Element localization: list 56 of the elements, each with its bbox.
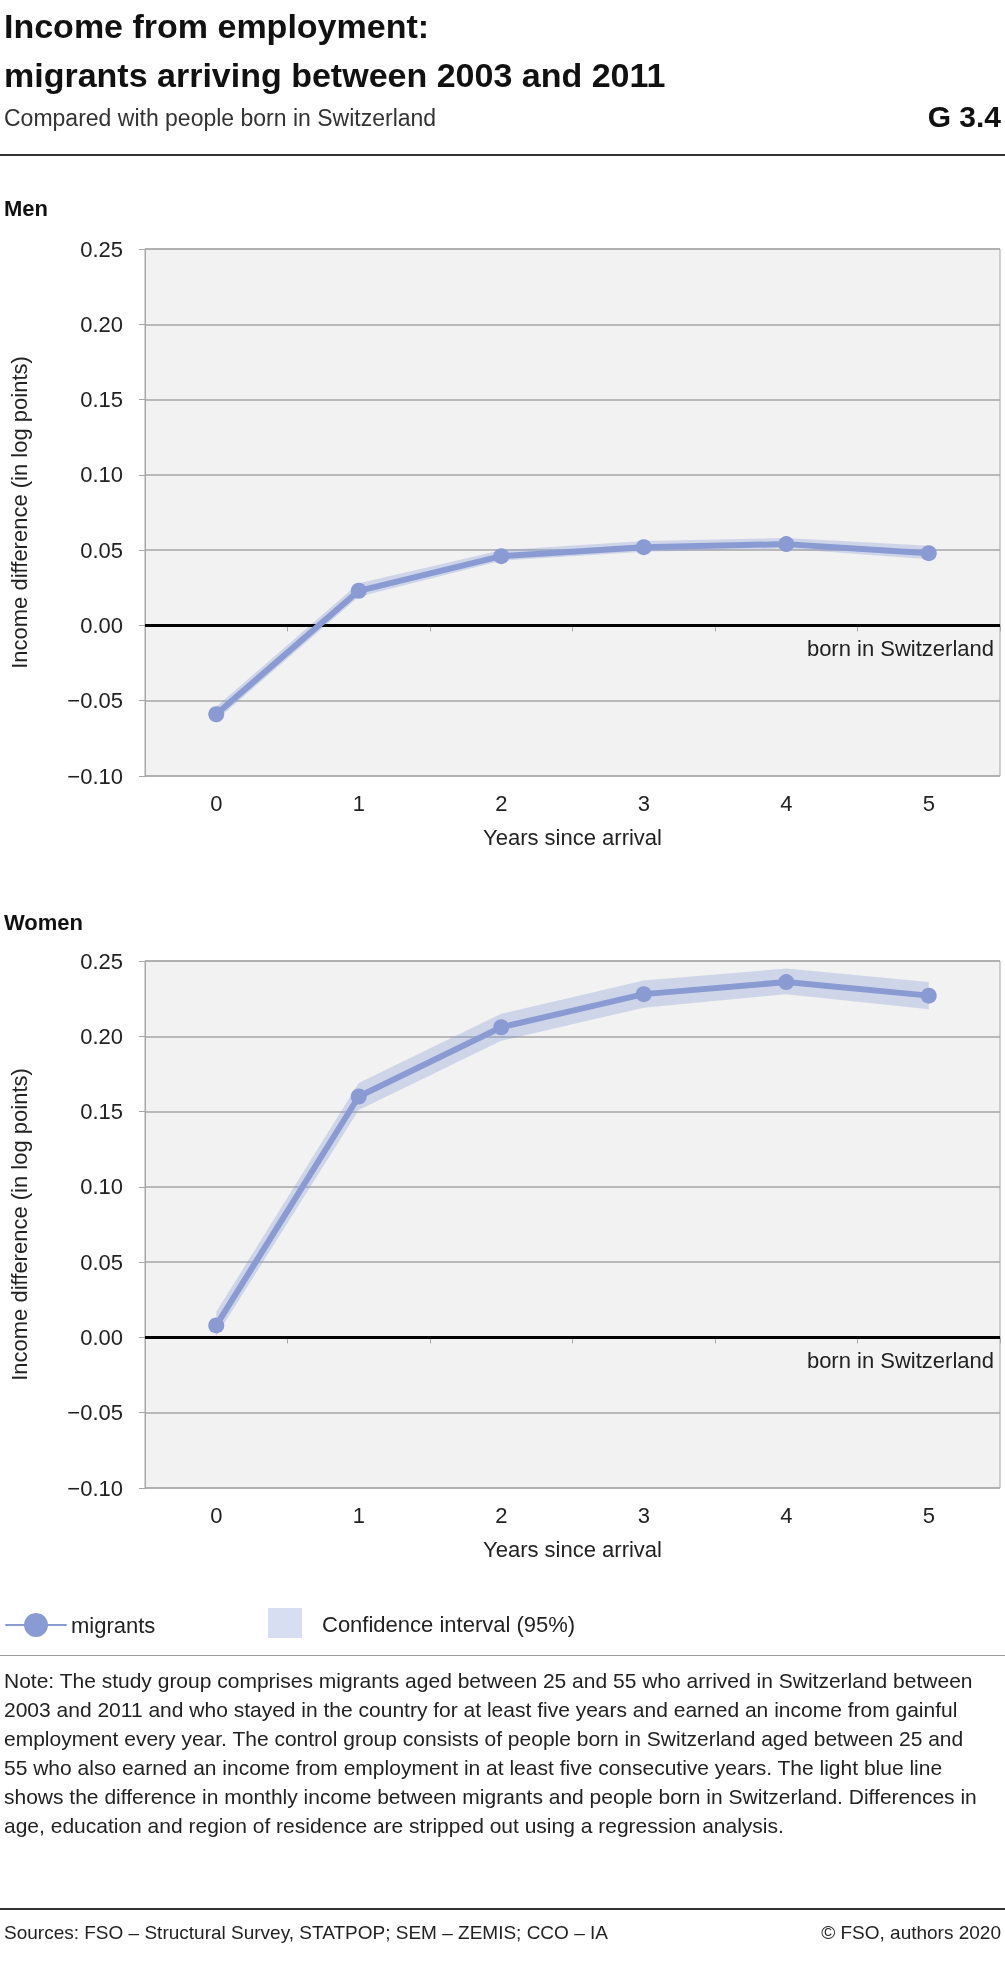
point [208,706,225,723]
x-tick-label: 2 [495,790,508,816]
y-tick-label: 0.10 [80,462,123,488]
point [778,536,795,553]
x-tick-label: 4 [780,790,793,816]
text: Note: The study group comprises migrants aged between 25 and 55 who arrived in Switzerland between 2003 and 2011 and who stayed in the country for at least five years and earned an income from gainful employment every year. The control group consists of people born in Switzerland aged between 25 and 55 who also earned an income from employment in at least five consecutive years. The light blue line shows the difference in monthly income between migrants and people born in Switzerland. Differences in age, education and region of residence are stripped out using a regression analysis. [4,1669,977,1837]
point [920,987,937,1004]
y-tick-label: −0.05 [67,688,123,714]
y-axis-title: Income difference (in log points) [6,1068,32,1381]
ref-line-label: born in Switzerland [806,1347,994,1373]
y-axis-title: Income difference (in log points) [6,356,32,669]
text: Confidence interval (95%) [322,1612,576,1638]
y-tick-label: 0.05 [80,1249,123,1275]
x-tick-label: 1 [352,1502,365,1528]
point [635,539,652,556]
x-tick-label: 1 [352,790,365,816]
x-axis-title: Years since arrival [483,1536,662,1562]
text: © FSO, authors 2020 [821,1922,1001,1944]
y-tick-label: −0.05 [67,1400,123,1426]
chart-title: Income from employment: migrants arriving between 2003 and 2011 [4,6,666,96]
y-tick-label: 0.10 [80,1174,123,1200]
x-tick-label: 4 [780,1502,793,1528]
point [493,1019,510,1036]
y-tick-label: 0.15 [80,1099,123,1125]
chart-subtitle: Compared with people born in Switzerland [4,105,437,132]
x-tick-label: 0 [210,1502,223,1528]
point [635,986,652,1003]
point [493,548,510,565]
point [350,582,367,599]
x-tick-label: 5 [922,790,935,816]
point [208,1317,225,1334]
y-tick-label: 0.20 [80,311,123,337]
y-tick-label: −0.10 [67,1475,123,1501]
x-tick-label: 2 [495,1502,508,1528]
chart-title: Women [4,910,84,936]
x-tick-label: 5 [922,1502,935,1528]
point [920,545,937,562]
point [778,974,795,991]
y-tick-label: 0.20 [80,1023,123,1049]
y-tick-label: 0.00 [80,1324,123,1350]
y-tick-label: 0.15 [80,387,123,413]
legend-label: migrants [71,1612,156,1638]
y-tick-label: 0.00 [80,612,123,638]
y-tick-label: 0.05 [80,537,123,563]
x-tick-label: 3 [637,1502,650,1528]
text: G 3.4 [927,100,1001,134]
x-tick-label: 0 [210,790,223,816]
point [350,1088,367,1105]
x-axis-title: Years since arrival [483,824,662,850]
x-tick-label: 3 [637,790,650,816]
text: Men [4,196,48,222]
ref-line-label: born in Switzerland [806,635,994,661]
y-tick-label: −0.10 [67,763,123,789]
y-tick-label: 0.25 [80,236,123,262]
y-tick-label: 0.25 [80,948,123,974]
source-note: Sources: FSO – Structural Survey, STATPOP; SEM – ZEMIS; CCO – IA [4,1922,608,1944]
